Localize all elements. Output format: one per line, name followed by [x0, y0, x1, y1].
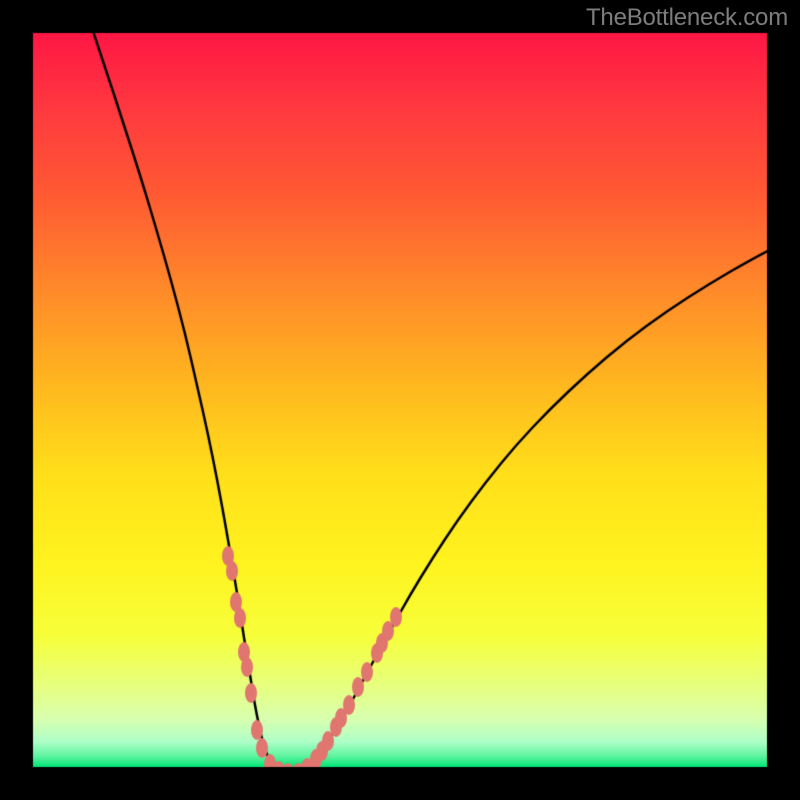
watermark-text: TheBottleneck.com: [586, 4, 788, 32]
bottleneck-curve-chart: [0, 0, 800, 800]
chart-root: TheBottleneck.com: [0, 0, 800, 800]
